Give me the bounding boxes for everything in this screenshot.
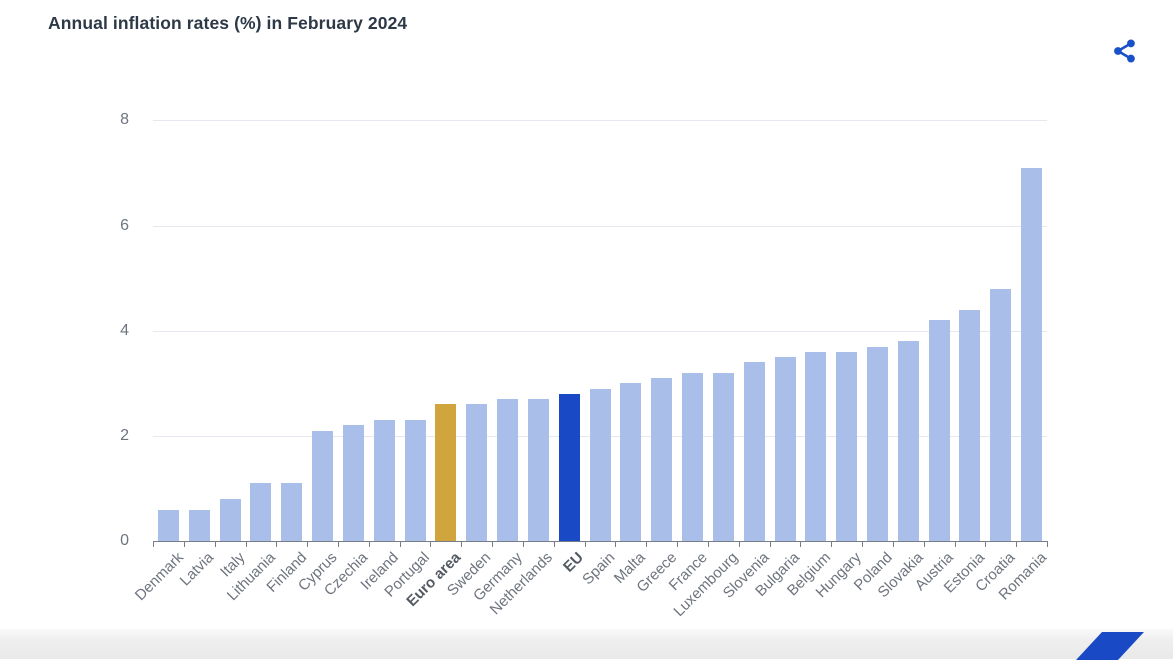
x-axis-tick [522, 541, 524, 547]
x-axis-tick [492, 541, 494, 547]
bar-poland[interactable] [866, 346, 888, 541]
bar-france[interactable] [682, 372, 703, 541]
x-axis-tick [307, 541, 309, 547]
y-axis-label-4: 4 [120, 321, 129, 339]
bar-spain[interactable] [589, 388, 611, 541]
bar-bulgaria[interactable] [774, 357, 796, 541]
x-axis-tick [368, 541, 370, 547]
bar-eu[interactable] [558, 393, 580, 541]
bar-estonia[interactable] [959, 309, 981, 541]
x-axis-tick [862, 541, 863, 547]
x-axis-label-latvia: Latvia [176, 549, 218, 590]
x-axis-tick [245, 541, 247, 547]
x-axis-tick [584, 541, 586, 547]
bar-finland[interactable] [281, 483, 303, 541]
x-axis-tick [1016, 541, 1018, 547]
x-axis-line [153, 541, 1048, 542]
bar-slovakia[interactable] [897, 341, 919, 541]
x-axis-tick [923, 541, 925, 547]
x-axis-tick [800, 541, 802, 547]
x-axis-tick [183, 541, 185, 547]
x-axis-tick [214, 541, 216, 547]
bottom-gradient [0, 629, 1173, 659]
bar-germany[interactable] [497, 399, 518, 541]
bar-greece[interactable] [651, 378, 673, 541]
x-axis-tick [338, 541, 339, 547]
x-axis-tick [153, 541, 154, 547]
y-axis-label-6: 6 [120, 216, 129, 234]
x-axis-tick [985, 541, 987, 547]
x-axis-tick [769, 541, 771, 547]
bar-sweden[interactable] [466, 404, 488, 541]
share-button[interactable] [1108, 34, 1142, 68]
x-axis-tick [461, 541, 463, 547]
x-axis-tick [892, 541, 894, 547]
gridline-6 [153, 225, 1047, 227]
bar-czechia[interactable] [342, 425, 364, 541]
x-axis-tick [1047, 541, 1048, 547]
bar-euro-area[interactable] [435, 404, 457, 541]
x-axis-tick [677, 541, 679, 547]
x-axis-tick [430, 541, 432, 547]
gridline-8 [153, 120, 1047, 122]
bar-malta[interactable] [620, 383, 642, 541]
gridline-4 [153, 330, 1047, 332]
x-axis-tick [831, 541, 833, 547]
x-axis-tick [646, 541, 648, 547]
bar-hungary[interactable] [836, 351, 858, 541]
bar-italy[interactable] [219, 498, 241, 541]
x-axis-tick [615, 541, 617, 547]
bar-slovenia[interactable] [743, 362, 765, 541]
bar-netherlands[interactable] [527, 399, 549, 541]
x-axis-tick [399, 541, 401, 547]
bar-ireland[interactable] [373, 420, 395, 541]
bar-croatia[interactable] [990, 288, 1012, 541]
bar-belgium[interactable] [805, 351, 827, 541]
bar-romania[interactable] [1021, 167, 1043, 541]
bar-lithuania[interactable] [250, 483, 272, 541]
bar-austria[interactable] [928, 320, 950, 541]
y-axis-label-2: 2 [120, 426, 129, 444]
x-axis-tick [954, 541, 956, 547]
x-axis-label-spain: Spain [578, 549, 619, 589]
y-axis-label-0: 0 [120, 532, 129, 549]
x-axis-tick [738, 541, 740, 547]
bar-portugal[interactable] [404, 420, 426, 541]
bar-luxembourg[interactable] [712, 372, 734, 541]
x-axis-tick [276, 541, 278, 547]
bar-denmark[interactable] [157, 509, 179, 541]
bar-cyprus[interactable] [312, 430, 334, 541]
x-axis-tick [553, 541, 555, 547]
y-axis-label-8: 8 [120, 111, 129, 129]
chart-title: Annual inflation rates (%) in February 2… [48, 13, 408, 33]
share-icon [1114, 39, 1135, 63]
x-axis-tick [707, 541, 709, 547]
bar-latvia[interactable] [188, 509, 210, 541]
